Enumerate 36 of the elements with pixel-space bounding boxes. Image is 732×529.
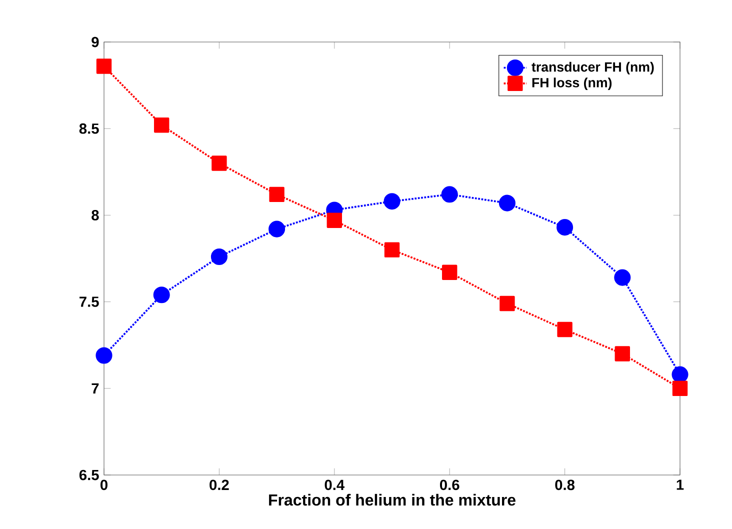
x-tick-label: 0.8 — [555, 480, 575, 490]
point — [441, 186, 458, 203]
y-tick-label: 6.5 — [79, 470, 99, 480]
point — [210, 248, 228, 266]
point — [268, 220, 286, 238]
point — [614, 269, 631, 286]
x-tick-label: 0 — [100, 480, 108, 490]
point — [212, 156, 227, 171]
point — [672, 380, 688, 396]
y-tick-label: 7.5 — [80, 296, 99, 307]
y-tick-label: 9 — [92, 36, 99, 48]
point — [384, 193, 400, 210]
legend-label: transducer FH (nm) — [532, 62, 654, 74]
y-tick-label: 8 — [92, 210, 99, 220]
legend-label: FH loss (nm) — [532, 78, 612, 90]
x-tick-label: 1 — [676, 480, 684, 490]
x-tick-label: 0.6 — [440, 480, 460, 490]
x-tick-label: 0.2 — [210, 480, 229, 490]
point — [384, 242, 400, 258]
point — [614, 346, 630, 362]
point — [500, 296, 515, 312]
x-axis-title: Fraction of helium in the mixture — [269, 494, 516, 506]
y-tick-label: 8.5 — [79, 123, 99, 134]
point — [556, 219, 574, 236]
point — [672, 366, 688, 383]
x-tick-label: 0.4 — [324, 480, 345, 490]
point — [442, 264, 458, 280]
point — [96, 347, 112, 364]
point — [326, 212, 342, 228]
point — [96, 58, 112, 74]
y-tick-label: 7 — [92, 383, 99, 394]
point — [269, 186, 284, 202]
point — [557, 322, 572, 338]
point — [154, 118, 170, 133]
point — [498, 194, 516, 212]
point — [153, 286, 170, 304]
